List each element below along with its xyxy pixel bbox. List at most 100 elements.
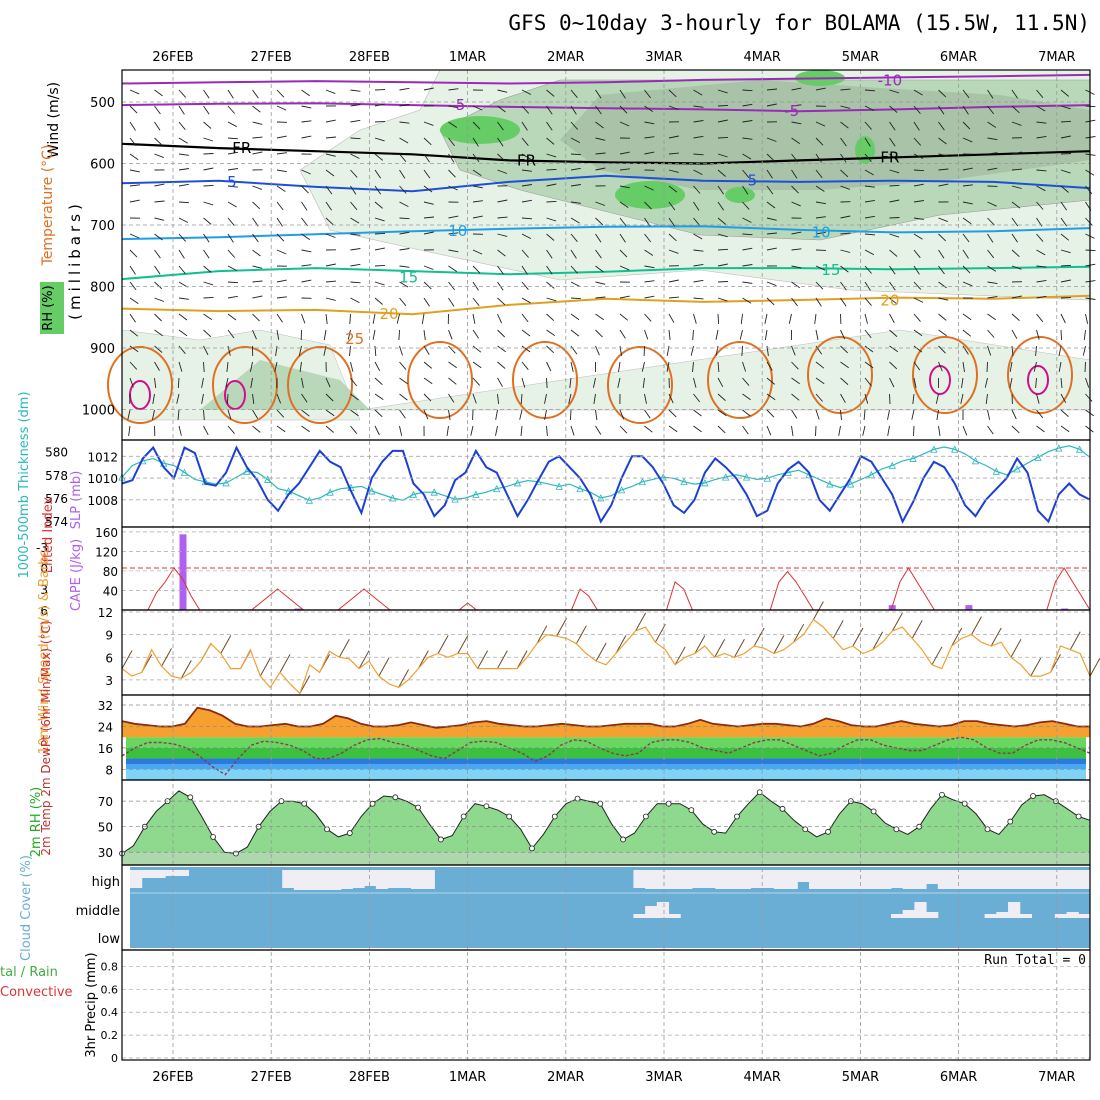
wind-barb xyxy=(423,137,432,146)
cloud-high-bar xyxy=(1078,870,1091,889)
wind-barb xyxy=(1011,233,1018,243)
wind-barb xyxy=(497,153,506,162)
wind-barb xyxy=(448,329,453,340)
wind-barb xyxy=(1036,425,1045,433)
cloud-high-bar xyxy=(809,870,822,889)
wind-barb xyxy=(325,263,336,267)
wind-barb xyxy=(448,185,458,191)
wind-barb xyxy=(325,425,334,433)
wind-barb xyxy=(815,87,826,91)
wind-barb xyxy=(1085,217,1093,226)
wind-barb xyxy=(815,393,823,402)
wind-tick: 3 xyxy=(105,674,113,688)
wind-barb xyxy=(668,152,680,155)
wind-barb xyxy=(742,185,749,195)
wind-barb xyxy=(546,217,557,222)
wind-barb xyxy=(592,377,596,388)
wind-barb xyxy=(546,265,553,275)
wind-barb xyxy=(644,105,654,112)
wind-barb xyxy=(742,103,753,107)
wind-barb xyxy=(595,152,606,155)
temperature-side-label: Temperature (°C) xyxy=(40,145,56,267)
wind-barb xyxy=(1084,361,1086,373)
wind-barb xyxy=(399,297,407,306)
wind-barb xyxy=(546,281,555,289)
wind-barb xyxy=(1060,217,1068,227)
cloud-high-bar xyxy=(352,870,365,888)
wind-barb xyxy=(742,137,753,140)
rh-point xyxy=(415,804,421,811)
wind-barb xyxy=(644,409,651,419)
wind-barb xyxy=(472,377,481,386)
wind-barb xyxy=(1011,295,1022,299)
wind-barb xyxy=(227,168,238,171)
rh-point xyxy=(711,828,718,835)
wind-barb xyxy=(570,345,578,355)
wind-barb xyxy=(791,121,802,125)
wind-barb xyxy=(252,295,263,299)
wind-barb xyxy=(448,249,459,253)
x-tick-label-bottom: 6MAR xyxy=(940,1070,977,1085)
wind-barb xyxy=(864,89,876,92)
wind-barb-10m xyxy=(477,650,489,669)
wind-barb xyxy=(619,249,628,258)
wind-barb xyxy=(350,233,361,236)
thickness-point xyxy=(722,473,730,481)
wind-barb xyxy=(203,425,209,436)
wind-barb xyxy=(521,233,532,239)
wind-barb xyxy=(815,231,826,235)
wind-barb xyxy=(938,425,941,436)
thickness-point xyxy=(576,484,584,493)
rh-tick: 70 xyxy=(98,795,113,809)
wind-barb xyxy=(423,281,432,290)
cloud-high-bar xyxy=(691,870,705,888)
slp-axis-label: SLP (mb) xyxy=(69,471,84,530)
wind-barb xyxy=(644,329,649,340)
wind-barb xyxy=(520,393,523,405)
wind-barb xyxy=(399,231,410,235)
wind-barb xyxy=(644,201,652,210)
cloud-high-bar xyxy=(949,870,962,889)
wind-barb xyxy=(325,169,335,177)
cloud-high-bar xyxy=(914,870,927,889)
wind-barb xyxy=(1036,265,1047,268)
wind-barb xyxy=(717,136,729,139)
thickness-point xyxy=(222,479,230,487)
isotherm-25-loop xyxy=(807,336,873,414)
cloud-high-bar xyxy=(633,870,646,888)
wind-barb xyxy=(546,121,553,131)
wind-barb xyxy=(1009,361,1013,372)
wind-barb xyxy=(815,185,825,192)
cloud-mid-bar xyxy=(633,914,646,918)
wind-barb xyxy=(1011,89,1018,99)
wind-barb xyxy=(693,249,704,252)
wind-barb xyxy=(570,201,581,204)
wind-barb xyxy=(668,135,679,139)
wind-barb xyxy=(227,265,238,271)
cloud-row-label: high xyxy=(92,875,120,890)
x-tick-label-top: 4MAR xyxy=(743,50,780,65)
wind-barb xyxy=(227,281,239,284)
wind-barb xyxy=(1036,135,1047,139)
wind-barb xyxy=(521,265,528,275)
wind-barb xyxy=(374,361,381,372)
isotherm-25-loop xyxy=(912,336,978,414)
wind-tick: 9 xyxy=(105,629,113,643)
isotherm-line xyxy=(121,73,1091,85)
wind-barb xyxy=(448,265,458,272)
wind-barb xyxy=(815,297,822,307)
wind-barb xyxy=(227,137,239,140)
wind-barb xyxy=(815,377,825,385)
wind-barb xyxy=(472,361,482,369)
wind-barb xyxy=(889,184,900,187)
wind-barb xyxy=(668,249,679,254)
isotherm-25-loop xyxy=(107,346,173,424)
wind-barb xyxy=(693,105,704,108)
wind-barb xyxy=(791,137,801,144)
wind-barb xyxy=(423,121,434,126)
wind-barb xyxy=(693,233,703,240)
wind-barb xyxy=(252,265,263,269)
wind-barb xyxy=(1060,279,1071,283)
wind-barb xyxy=(497,361,506,369)
wind-barb xyxy=(693,89,703,96)
